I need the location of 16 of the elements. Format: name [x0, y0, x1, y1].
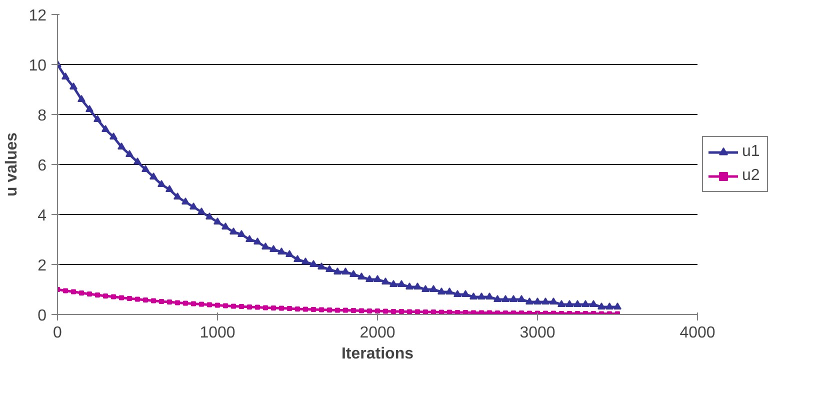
x-tick-label: 2000	[360, 324, 396, 342]
x-axis-title: Iterations	[341, 346, 414, 362]
legend-label: u1	[742, 143, 761, 161]
x-tick-label: 3000	[520, 324, 556, 342]
y-tick-label: 10	[28, 58, 47, 74]
y-tick-label: 4	[38, 208, 47, 224]
legend-label: u2	[742, 167, 761, 185]
y-tick-label: 2	[38, 258, 47, 274]
y-tick-label: 0	[38, 308, 47, 324]
x-tick-label: 4000	[680, 324, 716, 342]
y-tick-label: 12	[28, 8, 47, 24]
x-tick-label: 1000	[200, 324, 236, 342]
y-tick-label: 6	[38, 158, 47, 174]
x-tick-label: 0	[53, 324, 62, 342]
y-axis-title: u values	[4, 132, 21, 197]
y-tick-label: 8	[38, 108, 47, 124]
